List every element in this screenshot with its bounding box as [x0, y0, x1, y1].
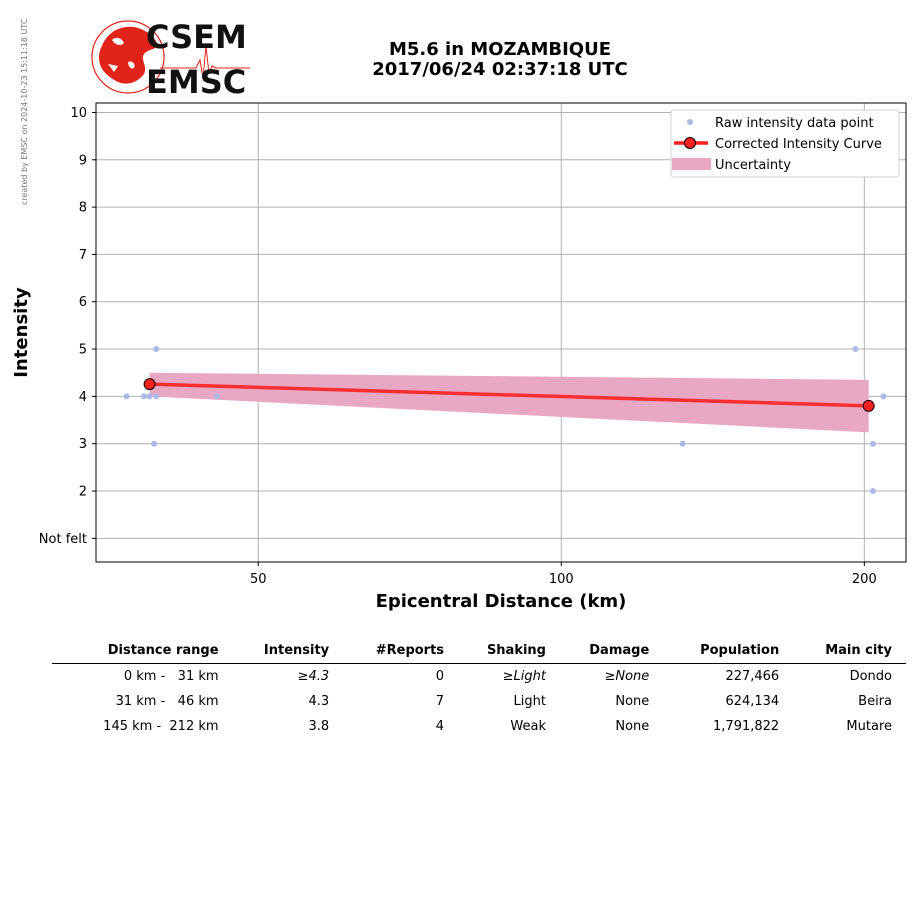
table-header-cell: #Reports — [375, 643, 445, 658]
intensity-summary-table: Distance range Intensity #Reports Shaking Da… — [52, 641, 906, 739]
table-row: 31 km - 46 km 4.3 7 Light None 624,134 Beira — [52, 689, 906, 714]
table-cell-damage: ≥None — [604, 669, 650, 684]
raw-data-point — [869, 440, 876, 447]
table-cell-damage: None — [615, 719, 650, 734]
curve-marker — [143, 378, 156, 391]
y-tick-label: 5 — [79, 343, 87, 358]
table-cell-reports: 7 — [435, 694, 445, 709]
legend-label: Raw intensity data point — [715, 116, 874, 131]
logo-text-bottom: EMSC — [146, 63, 246, 98]
summary-table: Distance range Intensity #Reports Shaking Da… — [52, 641, 906, 739]
legend-label: Uncertainty — [715, 158, 791, 173]
y-tick-label: 3 — [79, 437, 87, 452]
table-cell-reports: 4 — [435, 719, 445, 734]
x-tick-label: 50 — [250, 572, 267, 587]
plot-frame — [95, 102, 907, 563]
table-cell-shaking: Light — [513, 694, 546, 709]
table-cell-range: 145 km - 212 km — [103, 719, 219, 734]
table-cell-population: 1,791,822 — [713, 719, 780, 734]
y-tick-label: 7 — [79, 248, 87, 263]
table-header-cell: Distance range — [107, 643, 219, 658]
table-cell-intensity: ≥4.3 — [297, 669, 330, 684]
x-tick-label: 200 — [852, 572, 877, 587]
table-cell-shaking: Weak — [510, 719, 546, 734]
table-cell-damage: None — [615, 694, 650, 709]
x-axis-label: Epicentral Distance (km) — [376, 591, 627, 612]
raw-data-point — [153, 346, 160, 353]
intensity-chart: Not felt 2 3 4 5 6 7 8 9 10 50 100 200 Epicentral Dis… — [11, 102, 907, 612]
x-tick-label: 100 — [549, 572, 574, 587]
raw-data-point — [869, 488, 876, 495]
raw-data-point — [153, 393, 160, 400]
y-tick-label: Not felt — [39, 532, 87, 547]
table-cell-reports: 0 — [435, 669, 445, 684]
table-header-row: Distance range Intensity #Reports Shaking Da… — [52, 641, 906, 664]
legend-raw-marker — [687, 119, 693, 125]
y-tick-label: 2 — [79, 485, 87, 500]
table-cell-intensity: 4.3 — [308, 694, 330, 709]
title-event: M5.6 in MOZAMBIQUE — [388, 39, 612, 60]
legend-label: Corrected Intensity Curve — [715, 137, 882, 152]
title-datetime: 2017/06/24 02:37:18 UTC — [372, 59, 628, 80]
logo-text-top: CSEM — [146, 18, 247, 56]
corrected-intensity-curve — [149, 382, 869, 408]
table-header-cell: Intensity — [263, 643, 330, 658]
table-cell-population: 624,134 — [725, 694, 780, 709]
table-header-cell: Shaking — [486, 643, 546, 658]
table-row: 145 km - 212 km 3.8 4 Weak None 1,791,822 Muta… — [52, 714, 906, 739]
raw-data-point — [880, 393, 887, 400]
csem-emsc-logo: CSEM EMSC — [88, 16, 258, 101]
table-body: 0 km - 31 km ≥4.3 0 ≥Light ≥None 227,466 Dondo… — [52, 664, 906, 740]
raw-data-point — [146, 393, 153, 400]
table-cell-city: Beira — [858, 694, 892, 709]
raw-data-point — [852, 346, 859, 353]
logo-graphic: CSEM EMSC — [91, 18, 250, 101]
table-header-cell: Population — [700, 643, 780, 658]
legend-band-swatch — [672, 158, 711, 170]
chart-title: M5.6 in MOZAMBIQUE 2017/06/24 02:37:18 U… — [300, 40, 700, 80]
uncertainty-band — [149, 372, 869, 433]
raw-data-point — [679, 440, 686, 447]
y-tick-label: 8 — [79, 201, 87, 216]
raw-data-point — [213, 393, 220, 400]
table-cell-range: 31 km - 46 km — [115, 694, 219, 709]
raw-data-point — [123, 393, 130, 400]
y-axis-label: Intensity — [11, 287, 32, 378]
table-cell-population: 227,466 — [725, 669, 780, 684]
legend-curve-marker — [684, 137, 696, 149]
curve-marker — [862, 399, 875, 412]
y-tick-label: 4 — [79, 390, 87, 405]
raw-data-point — [151, 440, 158, 447]
table-row: 0 km - 31 km ≥4.3 0 ≥Light ≥None 227,466 Dondo — [52, 664, 906, 690]
table-cell-range: 0 km - 31 km — [123, 669, 219, 684]
table-header-cell: Damage — [589, 643, 650, 658]
raw-data-point — [140, 393, 147, 400]
legend-box — [670, 109, 900, 178]
y-tick-label: 6 — [79, 295, 87, 310]
table-cell-shaking: ≥Light — [502, 669, 546, 684]
y-tick-label: 9 — [79, 153, 87, 168]
table-cell-city: Mutare — [846, 719, 892, 734]
table-cell-intensity: 3.8 — [308, 719, 330, 734]
table-header-cell: Main city — [825, 643, 892, 658]
y-tick-label: 10 — [70, 106, 87, 121]
table-cell-city: Dondo — [849, 669, 892, 684]
